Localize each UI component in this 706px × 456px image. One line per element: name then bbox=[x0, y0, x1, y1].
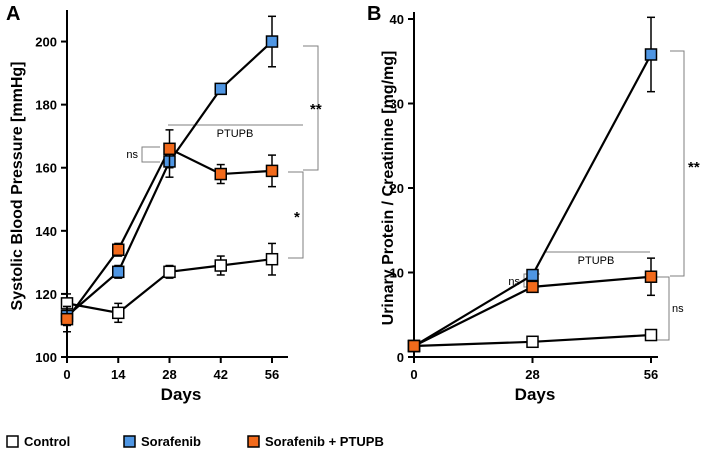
panel-b-x-ticks: 0 28 56 bbox=[410, 357, 658, 382]
panel-a-xtick-label: 42 bbox=[214, 367, 228, 382]
panel-a-xlabel: Days bbox=[161, 385, 202, 404]
panel-a-point-sorafenib bbox=[265, 35, 279, 48]
panel-b-point-sorafenib bbox=[526, 268, 539, 282]
panel-a: A Systolic Blood Pressure [mmHg] Days 10… bbox=[6, 3, 322, 404]
panel-b-sig-bracket bbox=[670, 50, 685, 277]
panel-a-point-combo bbox=[163, 142, 176, 156]
panel-a-ytick-label: 200 bbox=[35, 35, 57, 50]
legend-label-combo: Sorafenib + PTUPB bbox=[265, 434, 384, 449]
panel-b-point-combo bbox=[644, 270, 658, 283]
panel-a-ytick-label: 120 bbox=[35, 287, 57, 302]
panel-b-point-combo bbox=[407, 339, 421, 353]
legend-swatch-sorafenib bbox=[123, 435, 136, 448]
panel-a-sig-bottom-bracket bbox=[288, 171, 304, 259]
panel-b-ns-right-bracket bbox=[656, 276, 670, 341]
panel-b-point-combo bbox=[526, 280, 539, 294]
panel-a-point-combo bbox=[214, 167, 227, 181]
panel-a-point-sorafenib bbox=[214, 82, 227, 96]
panel-a-sig-top: ** bbox=[310, 101, 322, 118]
panel-b-xlabel: Days bbox=[515, 385, 556, 404]
panel-b-ytick-label: 0 bbox=[397, 350, 404, 365]
panel-a-letter: A bbox=[6, 3, 20, 25]
panel-b-point-control bbox=[644, 328, 658, 342]
panel-a-ytick-label: 140 bbox=[35, 224, 57, 239]
panel-a-point-control bbox=[112, 306, 125, 320]
panel-b-sig: ** bbox=[688, 159, 700, 176]
panel-b-ytick-label: 30 bbox=[390, 97, 404, 112]
panel-b-ytick-label: 40 bbox=[390, 12, 404, 27]
panel-b: B Urinary Protein / Creatinine [mg/mg] D… bbox=[367, 3, 700, 404]
panel-a-ylabel: Systolic Blood Pressure [mmHg] bbox=[9, 62, 26, 311]
panel-b-ptupb-label: PTUPB bbox=[578, 255, 615, 267]
panel-a-xtick-label: 56 bbox=[265, 367, 279, 382]
panel-b-letter: B bbox=[367, 3, 381, 25]
panel-b-xtick-label: 28 bbox=[525, 367, 539, 382]
panel-a-xtick-label: 0 bbox=[63, 367, 70, 382]
panel-b-plot bbox=[407, 16, 658, 353]
panel-a-point-control bbox=[163, 265, 176, 279]
panel-b-ns-right-label: ns bbox=[672, 303, 684, 315]
panel-b-line-sorafenib bbox=[413, 53, 652, 347]
panel-a-point-control bbox=[265, 252, 279, 266]
panel-a-xtick-label: 14 bbox=[111, 367, 126, 382]
panel-b-xtick-label: 56 bbox=[644, 367, 658, 382]
legend-swatch-control bbox=[6, 435, 19, 448]
panel-b-point-control bbox=[526, 335, 539, 349]
legend: Control Sorafenib Sorafenib + PTUPB bbox=[6, 434, 384, 449]
panel-a-x-ticks: 0 14 28 42 56 bbox=[63, 357, 279, 382]
panel-a-ytick-label: 100 bbox=[35, 350, 57, 365]
panel-b-xtick-label: 0 bbox=[410, 367, 417, 382]
legend-swatch-combo bbox=[247, 435, 260, 448]
panel-a-ytick-label: 160 bbox=[35, 161, 57, 176]
panel-a-point-control bbox=[214, 259, 227, 272]
panel-b-ylabel: Urinary Protein / Creatinine [mg/mg] bbox=[380, 51, 397, 326]
panel-a-ptupb-label: PTUPB bbox=[217, 128, 254, 140]
panel-a-point-combo bbox=[265, 164, 279, 178]
legend-label-control: Control bbox=[24, 434, 70, 449]
panel-a-ns-bracket bbox=[141, 146, 160, 163]
panel-a-sig-top-bracket bbox=[303, 45, 319, 171]
panel-a-point-combo bbox=[60, 312, 74, 326]
panel-a-xtick-label: 28 bbox=[162, 367, 176, 382]
panel-b-ytick-label: 10 bbox=[390, 266, 404, 281]
panel-a-sig-bottom: * bbox=[294, 209, 300, 226]
panel-a-point-combo bbox=[112, 243, 125, 256]
legend-label-sorafenib: Sorafenib bbox=[141, 434, 201, 449]
panel-a-ns-label: ns bbox=[126, 149, 138, 161]
panel-b-point-sorafenib bbox=[644, 48, 658, 61]
panel-a-plot bbox=[60, 15, 279, 333]
panel-b-ytick-label: 20 bbox=[390, 181, 404, 196]
panel-a-point-sorafenib bbox=[112, 265, 125, 279]
panel-a-ytick-label: 180 bbox=[35, 98, 57, 113]
